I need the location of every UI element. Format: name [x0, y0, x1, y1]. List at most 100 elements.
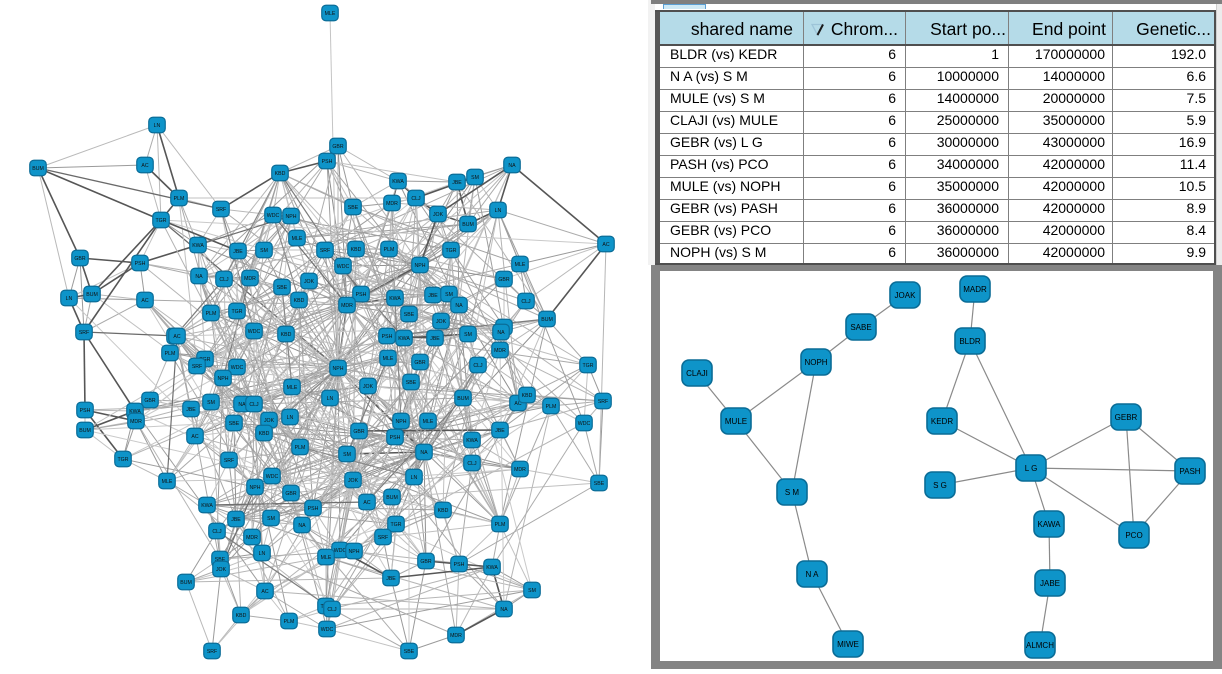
svg-text:GBR: GBR	[353, 429, 364, 435]
svg-text:JOK: JOK	[304, 279, 315, 285]
svg-text:GEBR: GEBR	[1115, 413, 1138, 422]
svg-text:GBR: GBR	[74, 256, 85, 262]
svg-text:PCO: PCO	[1125, 531, 1142, 540]
svg-text:KWA: KWA	[486, 565, 498, 571]
svg-text:MLE: MLE	[162, 479, 173, 485]
svg-text:LN: LN	[495, 208, 502, 214]
svg-text:PLM: PLM	[384, 247, 395, 253]
svg-text:NA: NA	[497, 330, 505, 336]
svg-text:MDR: MDR	[514, 467, 526, 473]
svg-text:MADR: MADR	[963, 285, 987, 294]
svg-text:BUM: BUM	[79, 428, 91, 434]
svg-text:GBR: GBR	[332, 144, 343, 150]
svg-text:MDR: MDR	[341, 303, 353, 309]
svg-text:MLE: MLE	[321, 555, 332, 561]
svg-text:MDR: MDR	[494, 348, 506, 354]
svg-text:AC: AC	[191, 434, 198, 440]
svg-text:MLE: MLE	[423, 419, 434, 425]
svg-text:JBE: JBE	[186, 407, 196, 413]
svg-text:BUM: BUM	[457, 396, 469, 402]
svg-text:NPH: NPH	[218, 376, 229, 382]
svg-text:TGR: TGR	[156, 218, 167, 224]
svg-text:GBR: GBR	[498, 277, 509, 283]
svg-text:LN: LN	[411, 475, 418, 481]
svg-text:TGR: TGR	[391, 522, 402, 528]
svg-text:SRF: SRF	[378, 535, 388, 541]
svg-text:PSH: PSH	[135, 261, 146, 267]
svg-text:BUM: BUM	[32, 166, 44, 172]
svg-text:JOAK: JOAK	[895, 291, 917, 300]
svg-text:BLDR: BLDR	[959, 337, 981, 346]
svg-text:WDC: WDC	[267, 213, 280, 219]
svg-text:CLJ: CLJ	[249, 402, 259, 408]
svg-text:NA: NA	[238, 402, 246, 408]
svg-text:MDR: MDR	[450, 633, 462, 639]
svg-text:GBR: GBR	[420, 559, 431, 565]
svg-text:CLJ: CLJ	[473, 363, 483, 369]
svg-text:SM: SM	[207, 400, 215, 406]
svg-text:JOK: JOK	[264, 418, 275, 424]
svg-text:LN: LN	[327, 396, 334, 402]
svg-text:SRF: SRF	[192, 364, 202, 370]
svg-text:CLJ: CLJ	[327, 607, 337, 613]
svg-text:JBE: JBE	[233, 249, 243, 255]
svg-text:SBE: SBE	[404, 649, 415, 655]
svg-text:KBD: KBD	[438, 508, 449, 514]
svg-text:KWA: KWA	[129, 409, 141, 415]
svg-text:SM: SM	[260, 248, 268, 254]
svg-text:WDC: WDC	[321, 627, 334, 633]
svg-text:S G: S G	[933, 481, 947, 490]
svg-text:PSH: PSH	[308, 506, 319, 512]
svg-text:SBE: SBE	[277, 285, 288, 291]
svg-text:SRF: SRF	[207, 649, 217, 655]
svg-text:NA: NA	[508, 163, 516, 169]
svg-text:KWA: KWA	[192, 243, 204, 249]
svg-text:SBE: SBE	[404, 312, 415, 318]
svg-text:JOK: JOK	[363, 384, 374, 390]
svg-text:KBD: KBD	[522, 393, 533, 399]
svg-text:NPH: NPH	[286, 214, 297, 220]
svg-text:GBR: GBR	[144, 398, 155, 404]
svg-text:BUM: BUM	[541, 317, 553, 323]
svg-text:TGR: TGR	[118, 457, 129, 463]
svg-text:MLE: MLE	[383, 356, 394, 362]
svg-text:SBE: SBE	[229, 421, 240, 427]
svg-text:NA: NA	[500, 607, 508, 613]
svg-text:MLE: MLE	[325, 11, 336, 17]
svg-text:AC: AC	[173, 334, 180, 340]
svg-text:PLM: PLM	[284, 619, 295, 625]
svg-text:KBD: KBD	[294, 298, 305, 304]
svg-text:JBE: JBE	[231, 517, 241, 523]
svg-text:JBE: JBE	[428, 293, 438, 299]
svg-text:JOK: JOK	[436, 319, 447, 325]
svg-text:JBE: JBE	[495, 428, 505, 434]
svg-text:N A: N A	[806, 570, 820, 579]
svg-text:KBD: KBD	[259, 431, 270, 437]
svg-text:KEDR: KEDR	[931, 417, 953, 426]
svg-text:JABE: JABE	[1040, 579, 1060, 588]
svg-text:PLM: PLM	[495, 522, 506, 528]
svg-text:PLM: PLM	[174, 196, 185, 202]
svg-text:MLE: MLE	[292, 236, 303, 242]
svg-text:WDC: WDC	[578, 421, 591, 427]
svg-text:KWA: KWA	[466, 438, 478, 444]
svg-text:PSH: PSH	[454, 562, 465, 568]
svg-text:PASH: PASH	[1179, 467, 1200, 476]
svg-text:NPH: NPH	[415, 263, 426, 269]
svg-text:BUM: BUM	[386, 495, 398, 501]
svg-text:SRF: SRF	[320, 248, 330, 254]
svg-text:PSH: PSH	[382, 334, 393, 340]
svg-text:CLJ: CLJ	[212, 529, 222, 535]
svg-text:PLM: PLM	[295, 445, 306, 451]
svg-text:CLAJI: CLAJI	[686, 369, 708, 378]
svg-text:SM: SM	[464, 332, 472, 338]
svg-text:MDR: MDR	[244, 276, 256, 282]
svg-text:JOK: JOK	[348, 478, 359, 484]
svg-text:LN: LN	[287, 415, 294, 421]
svg-text:NPH: NPH	[333, 366, 344, 372]
svg-text:PLM: PLM	[165, 351, 176, 357]
svg-text:JBE: JBE	[452, 180, 462, 186]
svg-text:PSH: PSH	[322, 159, 333, 165]
svg-text:SM: SM	[528, 588, 536, 594]
svg-text:BUM: BUM	[462, 222, 474, 228]
